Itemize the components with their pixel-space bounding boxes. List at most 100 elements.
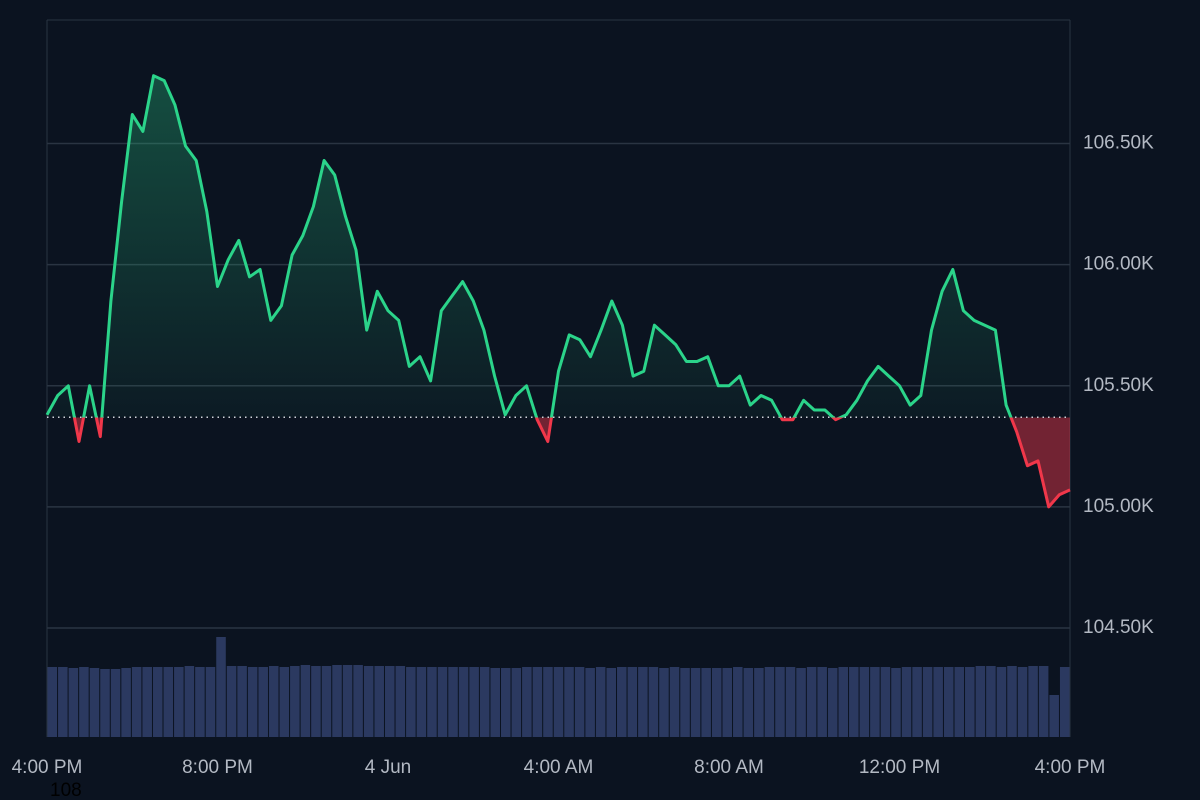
volume-bar	[595, 667, 606, 737]
volume-bar	[996, 667, 1007, 737]
volume-bar	[870, 667, 880, 737]
x-tick-label: 4:00 PM	[1035, 757, 1106, 778]
annotation: 108	[50, 780, 82, 800]
volume-bar	[743, 668, 754, 737]
volume-bar	[775, 667, 785, 737]
volume-bar	[279, 667, 290, 737]
area	[47, 75, 1070, 507]
volume-bar	[437, 667, 448, 737]
volume-bar	[648, 667, 659, 737]
volume-bar	[47, 667, 58, 737]
volume-bar	[733, 667, 743, 737]
volume-bar	[163, 667, 174, 737]
volume-bar	[754, 668, 764, 737]
x-tick-label: 8:00 PM	[182, 757, 253, 778]
volume-bar	[100, 669, 110, 737]
volume-bar	[965, 667, 975, 737]
volume-bar	[943, 667, 954, 737]
volume-bar	[427, 667, 437, 737]
volume-bar	[131, 667, 142, 737]
y-tick-label: 106.00K	[1083, 254, 1154, 275]
volume-bar	[58, 667, 68, 737]
volume-bar	[490, 668, 500, 737]
volume-bar	[933, 667, 943, 737]
volume-bar	[395, 666, 406, 737]
volume-bar	[532, 667, 543, 737]
volume-bar	[68, 668, 79, 737]
volume-bar	[701, 668, 711, 737]
volume-bar	[247, 667, 258, 737]
volume-bar	[384, 666, 395, 737]
volume-bar	[1059, 667, 1070, 737]
x-tick-label: 12:00 PM	[859, 757, 940, 778]
volume-bar	[901, 667, 912, 737]
x-tick-label: 4 Jun	[365, 757, 411, 778]
y-tick-label: 105.50K	[1083, 375, 1154, 396]
volume-bar	[152, 667, 163, 737]
volume-bar	[806, 667, 817, 737]
volume-bar	[722, 668, 733, 737]
volume-bar	[142, 667, 152, 737]
volume-bar	[195, 667, 205, 737]
volume-bar	[511, 668, 522, 737]
volume-bar	[627, 667, 638, 737]
volume-bar	[268, 666, 279, 737]
volume-bar	[543, 667, 553, 737]
volume-bar	[912, 667, 922, 737]
volume-bar	[89, 668, 100, 737]
volume-bar	[764, 667, 775, 737]
volume-bar	[374, 666, 384, 737]
volume-bar	[1049, 695, 1059, 737]
volume-bar	[174, 667, 184, 737]
volume-bar	[258, 667, 268, 737]
volume-bar	[469, 667, 479, 737]
y-tick-label: 106.50K	[1083, 133, 1154, 154]
volume-bar	[406, 667, 416, 737]
volume-bar	[121, 668, 131, 737]
volume-bar	[638, 667, 648, 737]
volume-bar	[479, 667, 490, 737]
x-tick-label: 8:00 AM	[694, 757, 764, 778]
volume-bar	[448, 667, 458, 737]
volume-bar	[237, 666, 247, 737]
volume-bar	[311, 666, 321, 737]
volume-bar	[184, 666, 195, 737]
price-line	[45, 74, 1071, 509]
volume-bar	[859, 667, 870, 737]
y-tick-label: 104.50K	[1083, 617, 1154, 638]
volume-bar	[975, 666, 986, 737]
volume-bar	[205, 667, 216, 737]
volume-bar	[553, 667, 564, 737]
volume-bar	[458, 667, 469, 737]
volume-bar	[669, 667, 680, 737]
volume-bar	[226, 666, 237, 737]
volume-bar	[659, 668, 669, 737]
volume-bar	[342, 665, 353, 737]
volume-bar	[880, 667, 891, 737]
volume-bar	[290, 666, 300, 737]
volume-bar	[986, 666, 996, 737]
volume-bar	[922, 667, 933, 737]
volume-bar	[564, 667, 574, 737]
x-tick-label: 4:00 AM	[524, 757, 594, 778]
volume-bar	[110, 669, 121, 737]
volume-bar	[216, 637, 226, 737]
volume-bar	[891, 668, 901, 737]
volume-bar	[796, 668, 806, 737]
volume-bar	[79, 667, 89, 737]
volume-bar	[500, 668, 511, 737]
volume-bar	[363, 666, 374, 737]
volume-bar	[827, 668, 838, 737]
volume-bar	[680, 668, 690, 737]
x-tick-label: 4:00 PM	[12, 757, 83, 778]
volume-bar	[785, 667, 796, 737]
volume-bar	[416, 667, 427, 737]
volume-bar	[1038, 666, 1049, 737]
volume-bar	[838, 667, 849, 737]
volume-bar	[849, 667, 859, 737]
volume-bar	[574, 667, 585, 737]
volume-bar	[954, 667, 965, 737]
volume-bar	[617, 667, 627, 737]
volume-bar	[332, 665, 342, 737]
volume-bar	[353, 665, 363, 737]
